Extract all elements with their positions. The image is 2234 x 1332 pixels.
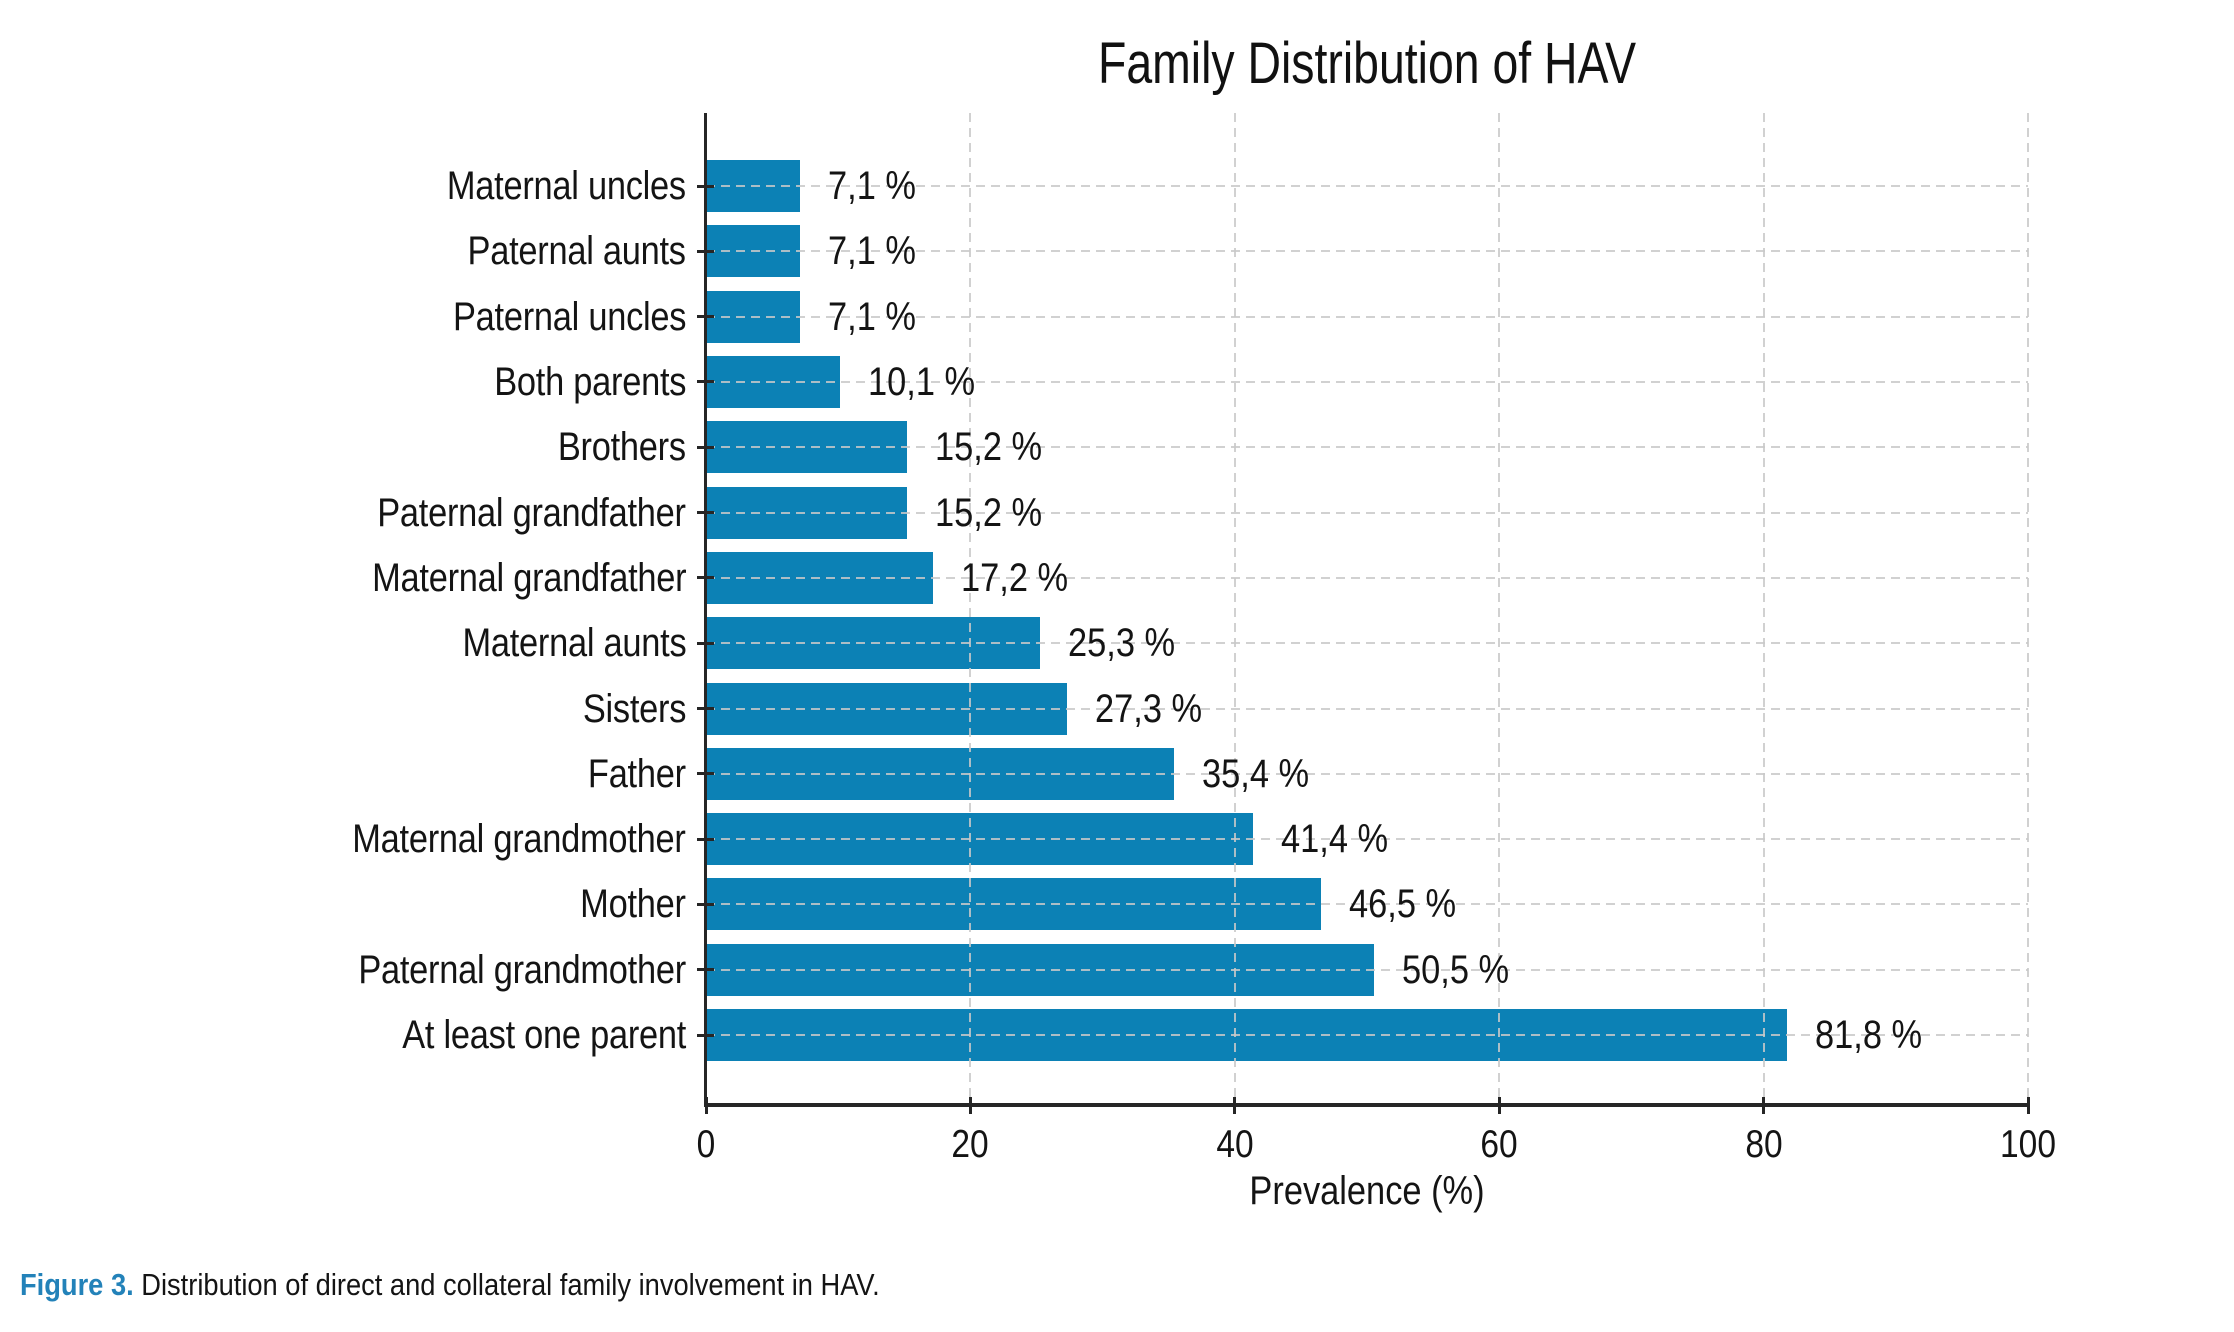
category-label: Maternal uncles bbox=[447, 164, 686, 208]
bar-value-label: 7,1 % bbox=[827, 229, 916, 274]
y-axis-tick bbox=[697, 576, 714, 580]
gridline-horizontal bbox=[706, 511, 2028, 514]
gridline-horizontal bbox=[706, 315, 2028, 318]
bar-value-label: 15,2 % bbox=[934, 425, 1043, 470]
y-axis-spine bbox=[704, 113, 707, 1105]
category-label: Paternal grandmother bbox=[358, 947, 686, 992]
category-label: At least one parent bbox=[402, 1013, 686, 1058]
figure-caption-text: Distribution of direct and collateral fa… bbox=[133, 1267, 880, 1302]
bar-value-label: 10,1 % bbox=[867, 359, 975, 404]
x-axis-tick bbox=[2026, 1097, 2030, 1114]
category-label: Paternal uncles bbox=[452, 294, 687, 339]
x-tick-label: 80 bbox=[1744, 1123, 1783, 1166]
y-axis-tick bbox=[697, 184, 714, 188]
y-axis-tick bbox=[697, 902, 714, 906]
category-label: Maternal aunts bbox=[462, 621, 686, 666]
y-axis-tick bbox=[697, 837, 714, 841]
y-axis-tick bbox=[697, 707, 714, 711]
bar-value-label: 7,1 % bbox=[827, 294, 916, 339]
gridline-horizontal bbox=[706, 772, 2028, 775]
category-label: Maternal grandfather bbox=[371, 555, 686, 600]
bar-value-label: 15,2 % bbox=[934, 490, 1043, 535]
bar-value-label: 41,4 % bbox=[1281, 817, 1389, 862]
x-axis-tick bbox=[704, 1097, 708, 1114]
gridline-vertical bbox=[1762, 113, 1765, 1105]
gridline-horizontal bbox=[706, 903, 2028, 906]
x-tick-label: 60 bbox=[1480, 1123, 1518, 1166]
bar-value-label: 81,8 % bbox=[1815, 1013, 1923, 1058]
category-label: Brothers bbox=[558, 425, 686, 470]
x-axis-spine bbox=[704, 1103, 2028, 1107]
gridline-horizontal bbox=[706, 185, 2028, 187]
x-axis-label: Prevalence (%) bbox=[1249, 1169, 1485, 1213]
chart-title: Family Distribution of HAV bbox=[1097, 31, 1637, 96]
gridline-horizontal bbox=[706, 250, 2028, 253]
x-tick-label: 100 bbox=[2000, 1123, 2056, 1166]
bar-value-label: 27,3 % bbox=[1094, 686, 1202, 731]
gridline-horizontal bbox=[706, 968, 2028, 971]
gridline-horizontal bbox=[706, 1034, 2028, 1037]
plot-area: Family Distribution of HAV Prevalence (%… bbox=[353, 35, 2056, 1212]
x-tick-label: 0 bbox=[696, 1123, 716, 1166]
bar-value-label: 50,5 % bbox=[1401, 947, 1509, 992]
y-axis-tick bbox=[697, 1033, 714, 1037]
y-axis-tick bbox=[697, 315, 714, 319]
gridline-horizontal bbox=[706, 446, 2028, 449]
gridline-vertical bbox=[969, 113, 972, 1105]
gridline-horizontal bbox=[706, 380, 2028, 383]
category-label: Sisters bbox=[582, 686, 687, 731]
x-axis-tick bbox=[1497, 1097, 1501, 1114]
x-axis-tick bbox=[1762, 1097, 1766, 1114]
bar-value-label: 7,1 % bbox=[827, 164, 916, 208]
gridline-vertical bbox=[1498, 113, 1501, 1105]
x-tick-label: 20 bbox=[951, 1123, 990, 1166]
y-axis-tick bbox=[697, 511, 714, 515]
category-label: Father bbox=[588, 751, 686, 796]
gridline-horizontal bbox=[706, 642, 2028, 645]
gridline-horizontal bbox=[706, 838, 2028, 841]
x-axis-tick bbox=[1233, 1097, 1237, 1114]
bar-value-label: 46,5 % bbox=[1348, 882, 1456, 927]
category-label: Mother bbox=[580, 882, 686, 927]
bar-value-label: 17,2 % bbox=[961, 555, 1069, 600]
gridline-horizontal bbox=[706, 707, 2028, 710]
gridline-vertical bbox=[2027, 113, 2029, 1105]
x-axis-tick bbox=[968, 1097, 972, 1114]
category-label: Both parents bbox=[494, 359, 686, 404]
bar-value-label: 35,4 % bbox=[1201, 751, 1310, 796]
x-tick-label: 40 bbox=[1216, 1123, 1254, 1166]
y-axis-tick bbox=[697, 249, 714, 253]
y-axis-tick bbox=[697, 445, 714, 449]
category-label: Paternal grandfather bbox=[377, 490, 687, 535]
category-label: Maternal grandmother bbox=[352, 817, 687, 862]
gridline-horizontal bbox=[706, 576, 2028, 579]
gridline-vertical bbox=[1233, 113, 1236, 1105]
category-label: Paternal aunts bbox=[467, 229, 686, 274]
y-axis-tick bbox=[697, 380, 714, 384]
y-axis-tick bbox=[697, 641, 714, 645]
y-axis-tick bbox=[697, 772, 714, 776]
bar-value-label: 25,3 % bbox=[1068, 621, 1176, 666]
figure-caption-label: Figure 3. bbox=[20, 1267, 134, 1302]
figure-caption: Figure 3. Distribution of direct and col… bbox=[20, 1266, 880, 1305]
y-axis-tick bbox=[697, 968, 714, 972]
